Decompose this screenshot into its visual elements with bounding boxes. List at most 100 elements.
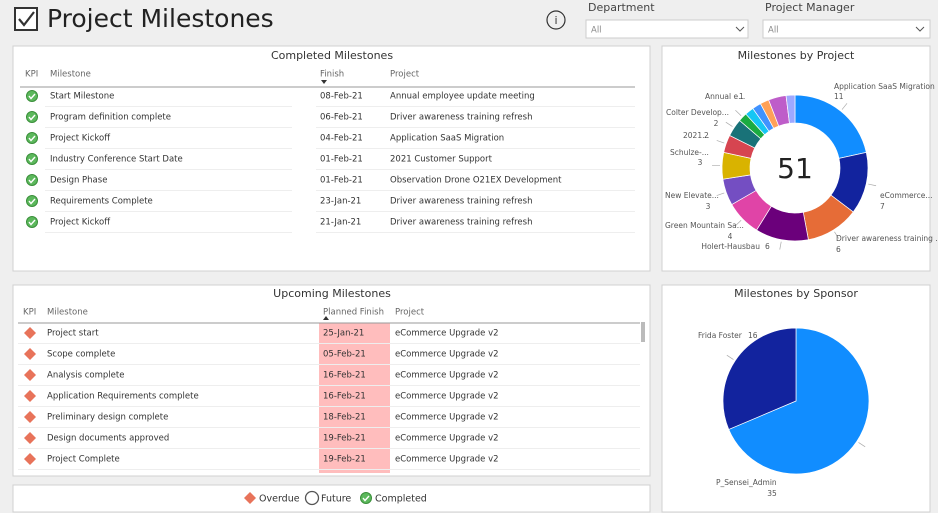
data-label-name: Application SaaS Migration	[834, 82, 935, 91]
leader-line	[735, 219, 742, 227]
data-label-name: Schulze-...	[670, 148, 709, 157]
filter-dropdown[interactable]	[585, 19, 749, 39]
kpi-check	[28, 93, 36, 100]
cell: 2021 Customer Support	[390, 155, 493, 165]
cell: 21-Jan-21	[320, 218, 361, 228]
kpi-overdue	[24, 453, 36, 465]
title-check	[18, 11, 35, 27]
info-i: i	[554, 14, 557, 27]
filter-dropdown[interactable]	[762, 19, 931, 39]
leader-line	[841, 103, 848, 110]
kpi-overdue	[244, 492, 256, 504]
cell: eCommerce Upgrade v2	[395, 329, 499, 339]
cell: eCommerce Upgrade v2	[395, 455, 499, 465]
cell: Driver awareness training refresh	[390, 197, 532, 207]
segment	[785, 94, 796, 124]
kpi-check	[28, 177, 36, 184]
column-header: KPI	[23, 308, 36, 318]
kpi-check	[28, 156, 36, 163]
data-label-value: 16	[748, 331, 758, 340]
filter-label: Department	[588, 1, 655, 14]
data-label-name: 2021...	[683, 131, 709, 140]
filter-label: Project Manager	[765, 1, 855, 14]
panel-title: Completed Milestones	[271, 49, 393, 62]
cell: 04-Feb-21	[320, 134, 363, 144]
legend-entry: Future	[321, 494, 351, 505]
data-label-value: 2	[714, 119, 719, 128]
cell: 19-Feb-21	[323, 455, 366, 465]
center-total: 51	[777, 152, 813, 185]
data-label-value: 6	[836, 245, 841, 254]
data-label-name: Green Mountain Sa...	[665, 221, 744, 230]
cell: Design Phase	[50, 176, 107, 186]
kpi-check	[28, 135, 36, 142]
cell: Application Requirements complete	[47, 392, 199, 402]
cell: eCommerce Upgrade v2	[395, 371, 499, 381]
scrollbar[interactable]	[641, 322, 645, 342]
kpi-completed	[360, 492, 372, 504]
kpi-completed	[26, 90, 38, 102]
data-label-name: eCommerce...	[880, 191, 932, 200]
kpi-completed	[26, 195, 38, 207]
data-label-value: 11	[834, 92, 844, 101]
data-label-name: Frida Foster	[698, 331, 743, 340]
column-header: KPI	[25, 70, 38, 80]
leader-line	[868, 183, 877, 187]
page-title: Project Milestones	[47, 4, 274, 33]
cell: 25-Jan-21	[323, 329, 364, 339]
cell: Project start	[47, 329, 99, 339]
cell: eCommerce Upgrade v2	[395, 392, 499, 402]
kpi-overdue	[24, 411, 36, 423]
column-header: Project	[395, 308, 425, 318]
cell: 05-Feb-21	[323, 350, 366, 360]
legend-entry: Overdue	[259, 494, 300, 505]
data-label-name: P_Sensei_Admin	[716, 478, 777, 487]
cell: 18-Feb-21	[323, 413, 366, 423]
filter-value: All	[591, 26, 602, 36]
leader-line	[716, 140, 725, 144]
sort-arrow	[321, 80, 327, 84]
info-icon[interactable]	[546, 10, 566, 30]
cell: Project Kickoff	[50, 218, 111, 228]
data-label-name: Holert-Hausbau	[701, 242, 760, 251]
column-header: Finish	[320, 70, 344, 80]
leader-line	[716, 192, 725, 196]
cell: 16-Feb-21	[323, 371, 366, 381]
kpi-check	[362, 495, 370, 502]
data-label-name: Driver awareness training ...	[836, 234, 938, 243]
kpi-overdue	[24, 432, 36, 444]
cell: Design documents approved	[47, 434, 169, 444]
column-header: Milestone	[50, 70, 91, 80]
kpi-completed	[26, 216, 38, 228]
leader-line	[834, 231, 839, 239]
data-label-value: 3	[698, 158, 703, 167]
kpi-overdue	[24, 348, 36, 360]
segment	[722, 327, 797, 430]
cell: Industry Conference Start Date	[50, 155, 183, 165]
kpi-future	[304, 490, 320, 506]
cell: 16-Feb-21	[323, 392, 366, 402]
dropdown-arrow	[915, 26, 925, 32]
cell: 19-Feb-21	[323, 434, 366, 444]
cell: eCommerce Upgrade v2	[395, 434, 499, 444]
kpi-overdue	[24, 327, 36, 339]
kpi-check	[28, 114, 36, 121]
leader-line	[779, 241, 782, 250]
panel-title: Upcoming Milestones	[273, 287, 391, 300]
cell: 23-Jan-21	[320, 197, 361, 207]
data-label-name: Colter Develop...	[666, 108, 729, 117]
cell: Annual employee update meeting	[390, 92, 535, 102]
cell: Driver awareness training refresh	[390, 113, 532, 123]
kpi-check	[28, 198, 36, 205]
leader-line	[735, 109, 742, 117]
data-label-value: 2	[704, 131, 709, 140]
filter-value: All	[768, 26, 779, 36]
leader-line	[725, 121, 733, 127]
panel-title: Milestones by Sponsor	[734, 287, 858, 300]
data-label-value: 3	[706, 202, 711, 211]
cell: Program definition complete	[50, 113, 171, 123]
cell: eCommerce Upgrade v2	[395, 413, 499, 423]
kpi-completed	[26, 153, 38, 165]
kpi-completed	[26, 174, 38, 186]
